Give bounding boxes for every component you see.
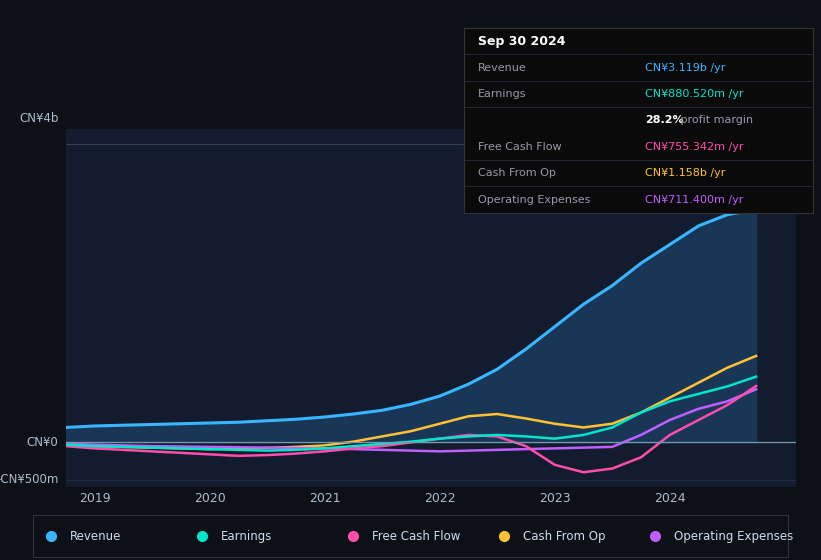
Text: Free Cash Flow: Free Cash Flow <box>478 142 562 152</box>
Text: CN¥1.158b /yr: CN¥1.158b /yr <box>645 168 726 178</box>
Text: CN¥880.520m /yr: CN¥880.520m /yr <box>645 89 744 99</box>
Text: CN¥711.400m /yr: CN¥711.400m /yr <box>645 195 744 204</box>
Text: Operating Expenses: Operating Expenses <box>478 195 590 204</box>
Text: Revenue: Revenue <box>70 530 122 543</box>
Text: profit margin: profit margin <box>677 115 753 125</box>
Text: CN¥3.119b /yr: CN¥3.119b /yr <box>645 63 726 73</box>
Text: Cash From Op: Cash From Op <box>523 530 606 543</box>
Text: -CN¥500m: -CN¥500m <box>0 473 58 486</box>
Text: Free Cash Flow: Free Cash Flow <box>372 530 461 543</box>
Text: Cash From Op: Cash From Op <box>478 168 556 178</box>
Text: Earnings: Earnings <box>478 89 526 99</box>
Text: 28.2%: 28.2% <box>645 115 684 125</box>
Text: Operating Expenses: Operating Expenses <box>674 530 793 543</box>
Text: Revenue: Revenue <box>478 63 526 73</box>
Text: CN¥0: CN¥0 <box>26 436 58 449</box>
Text: Earnings: Earnings <box>221 530 273 543</box>
Text: CN¥755.342m /yr: CN¥755.342m /yr <box>645 142 744 152</box>
Text: Sep 30 2024: Sep 30 2024 <box>478 35 566 48</box>
Text: CN¥4b: CN¥4b <box>19 112 58 125</box>
